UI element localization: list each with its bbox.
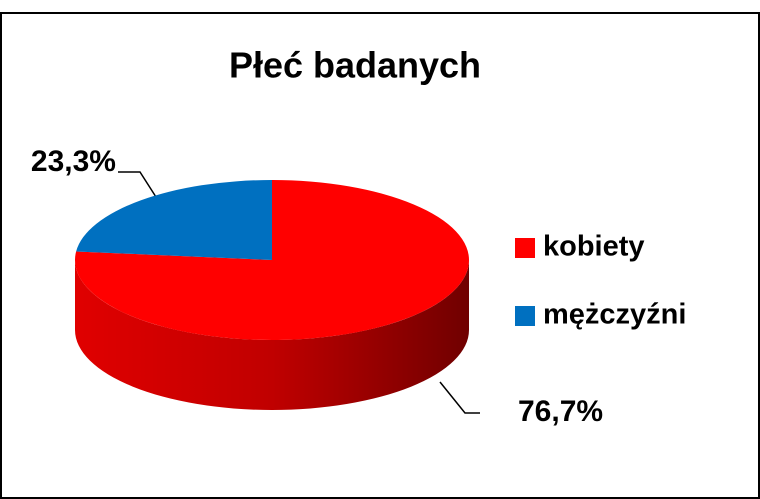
legend-label: mężczyźni — [543, 299, 686, 331]
slice — [75, 180, 470, 340]
data-label: 76,7% — [518, 395, 603, 428]
leader-line — [439, 381, 480, 414]
leader-line — [118, 171, 157, 198]
legend-swatch — [515, 306, 535, 326]
legend-label: kobiety — [543, 231, 645, 263]
slice — [76, 180, 272, 260]
chart-title: Płeć badanych — [229, 45, 481, 86]
slice-side — [75, 260, 469, 410]
legend-swatch — [515, 238, 535, 258]
data-label: 23,3% — [31, 145, 116, 178]
